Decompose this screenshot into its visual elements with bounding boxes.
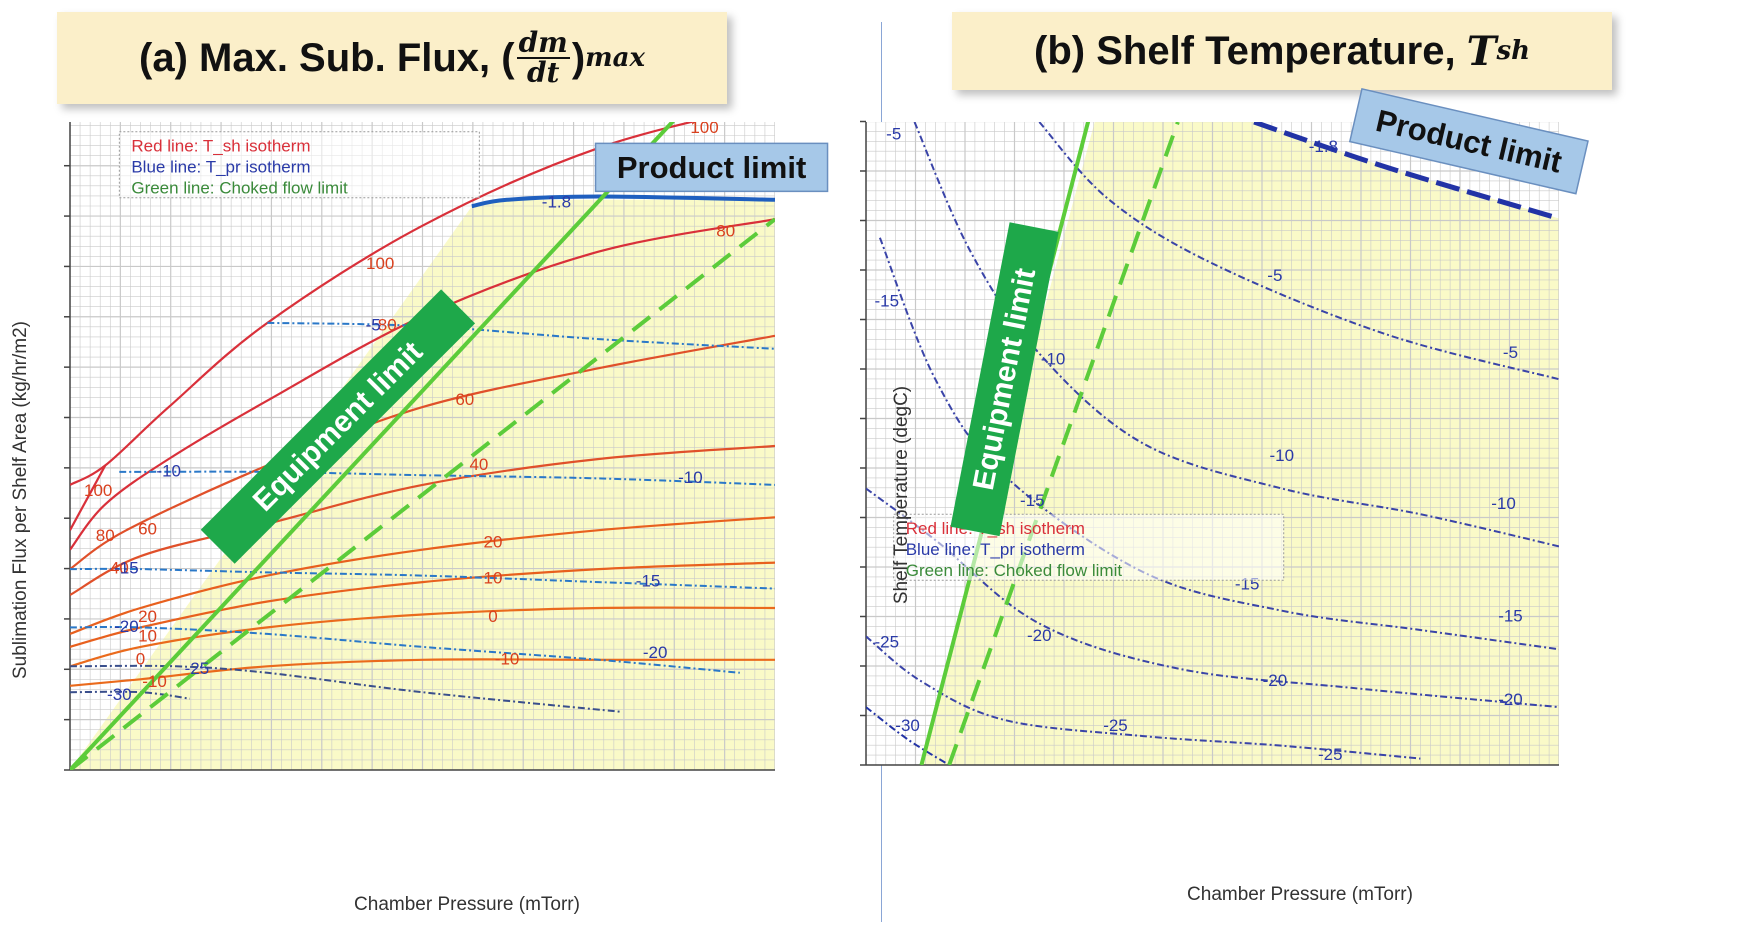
panel-a-tsh-label: 60 <box>138 520 157 539</box>
panel-a-tsh-isotherm-7 <box>70 606 775 668</box>
panel-a-tsh-isotherm-8 <box>70 658 775 687</box>
panel-b-tpr-label: -20 <box>1027 626 1052 645</box>
panel-a-tpr-label: -25 <box>185 659 210 678</box>
panel-a-tsh-label: 10 <box>138 627 157 646</box>
panel-b-tpr-isotherm-5 <box>866 635 1421 760</box>
panel-a-tsh-label: 40 <box>110 559 129 578</box>
panel-b-legend-entry-1: Blue line: T_pr isotherm <box>906 540 1085 559</box>
panel-b-tpr-label: -1.8 <box>1309 137 1338 156</box>
panel-a-choked-flow-solid <box>70 122 676 770</box>
panel-a-legend-box <box>118 131 480 199</box>
panel-a-tsh-label: 40 <box>469 455 488 474</box>
panel-a-title-suffix: ) <box>571 35 586 80</box>
panel-a-tsh-label: 0 <box>488 607 497 626</box>
panel-a-title-prefix: (a) Max. Sub. Flux, ( <box>139 35 515 80</box>
panel-b-tpr-label: -25 <box>875 632 900 651</box>
panel-a-tsh-label: -10 <box>495 649 520 668</box>
panel-a-tpr-label: -30 <box>107 685 132 704</box>
panel-a-product-limit-bg <box>594 142 829 193</box>
panel-b-tpr-isotherm-2 <box>913 122 1559 548</box>
panel-b-tpr-label: -10 <box>1491 494 1516 513</box>
panel-b-legend-entry-2: Green line: Choked flow limit <box>906 561 1123 580</box>
panel-a-tpr-isotherm-4 <box>70 625 740 674</box>
panel-a-tpr-label: -20 <box>643 643 668 662</box>
panel-a-title-frac-den: dt <box>526 56 560 89</box>
panel-b-tpr-label: -5 <box>886 124 901 143</box>
panel-a-tpr-isotherm-0 <box>471 194 775 209</box>
panel-a-tsh-label: 0 <box>136 649 145 668</box>
panel-b-tpr-label: -10 <box>1041 349 1066 368</box>
panel-a-tsh-label: -10 <box>142 672 167 691</box>
panel-b-tpr-isotherm-0 <box>1253 122 1559 221</box>
panel-a-tsh-isotherm-4 <box>70 444 775 596</box>
panel-a-title-sub: max <box>585 43 645 73</box>
panel-a-tsh-label: 10 <box>484 568 503 587</box>
panel-a-tpr-isotherm-2 <box>119 470 775 486</box>
panel-a-tsh-isotherm-1 <box>70 464 107 531</box>
panel-b-title-math: T <box>1466 27 1497 75</box>
panel-b-title: (b) Shelf Temperature, T sh <box>952 12 1612 90</box>
panel-a-legend-entry-0: Red line: T_sh isotherm <box>131 137 310 156</box>
panel-a-tsh-label: 100 <box>690 118 718 137</box>
panel-a-tsh-label: 20 <box>138 607 157 626</box>
panel-a-tsh-label: 100 <box>366 254 394 273</box>
panel-b-tpr-label: -15 <box>875 292 900 311</box>
panel-b-contour-labels: -1.8-5-5-5-10-10-10-15-15-15-15-20-20-20… <box>875 124 1523 763</box>
panel-a-tpr-isotherm-5 <box>70 664 620 713</box>
panel-b-tpr-label: -10 <box>1270 446 1295 465</box>
panel-a-isotherms <box>70 122 775 770</box>
panel-a-tsh-label: 20 <box>484 533 503 552</box>
panel-a-product-limit-label: Product limit <box>594 142 829 193</box>
panel-b-title-prefix: (b) Shelf Temperature, <box>1034 28 1467 73</box>
panel-b-choked-flow-dashed <box>947 122 1180 765</box>
panel-a-tpr-isotherm-3 <box>70 567 775 590</box>
panel-b-tpr-isotherm-6 <box>866 706 950 765</box>
panel-a-tpr-label: -20 <box>114 617 139 636</box>
panel-a-tpr-label: -15 <box>114 559 139 578</box>
panel-b-product-limit-bg <box>1348 87 1589 195</box>
panel-a-tsh-isotherm-5 <box>70 516 775 635</box>
panel-a-legend: Red line: T_sh isotherm Blue line: T_pr i… <box>118 131 480 199</box>
panel-a-tsh-isotherm-2 <box>70 218 775 551</box>
panel-a-equipment-limit-bg <box>200 289 476 564</box>
panel-b-tpr-label: -25 <box>1103 716 1128 735</box>
panel-b-tpr-label: -20 <box>1263 671 1288 690</box>
panel-a-tpr-label: -1.8 <box>542 192 571 211</box>
panel-a-product-limit-text: Product limit <box>617 150 806 185</box>
panel-a-title-fraction: dm dt <box>516 26 570 89</box>
panel-a-tsh-label: 100 <box>84 481 112 500</box>
panel-a-title: (a) Max. Sub. Flux, ( dm dt ) max <box>57 12 727 104</box>
panel-b-tpr-label: -30 <box>895 716 920 735</box>
panel-a-choked-flow-dashed <box>70 217 775 770</box>
panel-a-tpr-label: -5 <box>366 316 381 335</box>
panel-b-tpr-label: -20 <box>1498 690 1523 709</box>
panel-a-tpr-label: -10 <box>678 468 703 487</box>
panel-a-tsh-label: 60 <box>455 390 474 409</box>
panel-b-tpr-label: -5 <box>1503 343 1518 362</box>
panel-b-tpr-label: -5 <box>1267 266 1282 285</box>
panel-a-tsh-label: 80 <box>378 316 397 335</box>
panel-a-legend-entry-1: Blue line: T_pr isotherm <box>131 158 310 177</box>
panel-b-feasible-region <box>921 122 1559 765</box>
panel-b-equipment-limit-bg <box>950 222 1059 537</box>
panel-b-tpr-label: -25 <box>1318 745 1343 764</box>
panel-a-tpr-isotherm-1 <box>267 321 775 350</box>
panel-b-tpr-isotherm-1 <box>1038 122 1559 381</box>
panel-a-tsh-label: 80 <box>716 222 735 241</box>
panel-a-tpr-label: -15 <box>636 572 661 591</box>
panel-b-tpr-label: -15 <box>1498 607 1523 626</box>
panel-a-legend-entry-2: Green line: Choked flow limit <box>131 179 348 198</box>
panel-a-tsh-label: 80 <box>96 526 115 545</box>
panel-a-tsh-isotherm-3 <box>70 334 775 571</box>
panel-b-tpr-label: -15 <box>1020 491 1045 510</box>
panel-a-tpr-label: -10 <box>156 461 181 480</box>
panel-a-title-frac-num: dm <box>516 26 570 59</box>
panel-b-title-sub: sh <box>1496 36 1530 66</box>
